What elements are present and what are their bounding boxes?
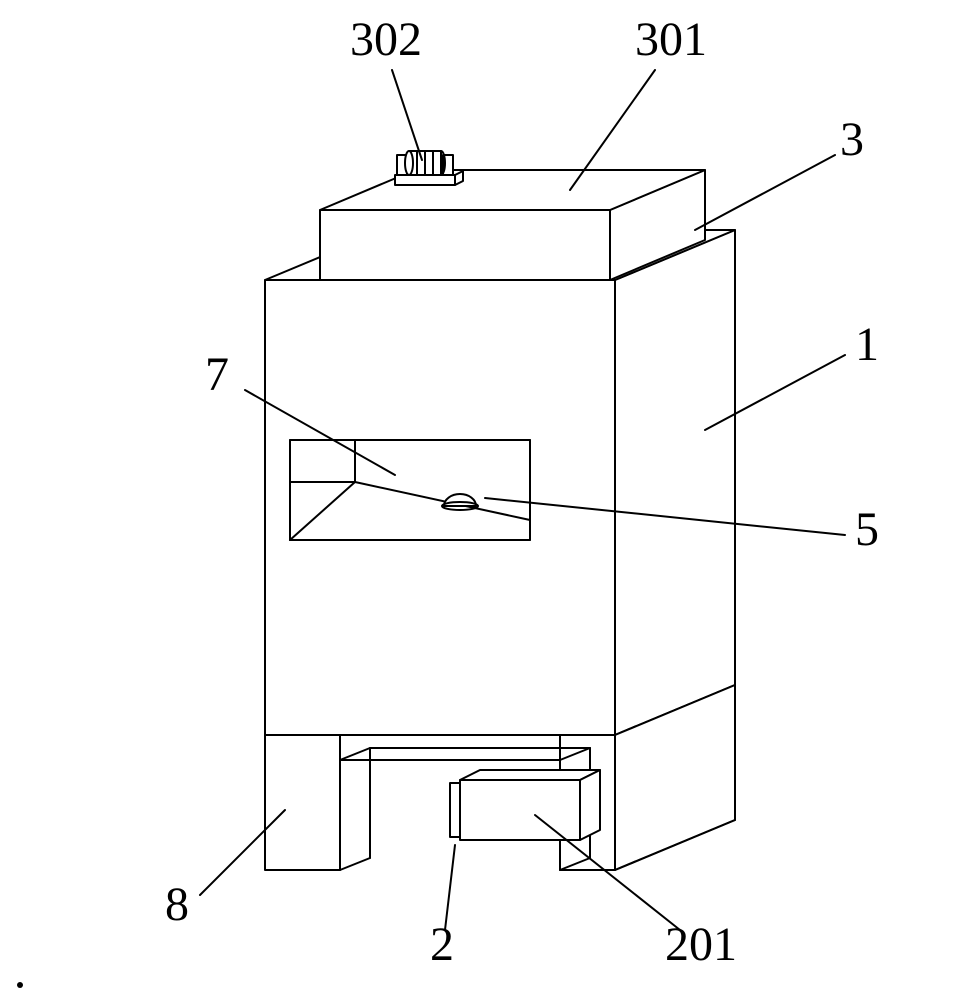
label-l7: 7 <box>205 348 229 401</box>
artifact-dot <box>17 982 23 988</box>
leader-l3 <box>695 155 835 230</box>
motor-assembly <box>395 151 463 185</box>
label-l1: 1 <box>855 318 879 371</box>
top-slab <box>320 170 705 280</box>
label-l2: 2 <box>430 918 454 971</box>
window-interior <box>290 440 530 540</box>
label-l201: 201 <box>665 918 737 971</box>
label-l5: 5 <box>855 503 879 556</box>
label-l8: 8 <box>165 878 189 931</box>
leader-l302 <box>392 70 422 160</box>
diagram-canvas: 302 301 3 1 7 5 8 2 201 <box>0 0 966 1000</box>
label-l301: 301 <box>635 13 707 66</box>
label-l3: 3 <box>840 113 864 166</box>
label-l302: 302 <box>350 13 422 66</box>
